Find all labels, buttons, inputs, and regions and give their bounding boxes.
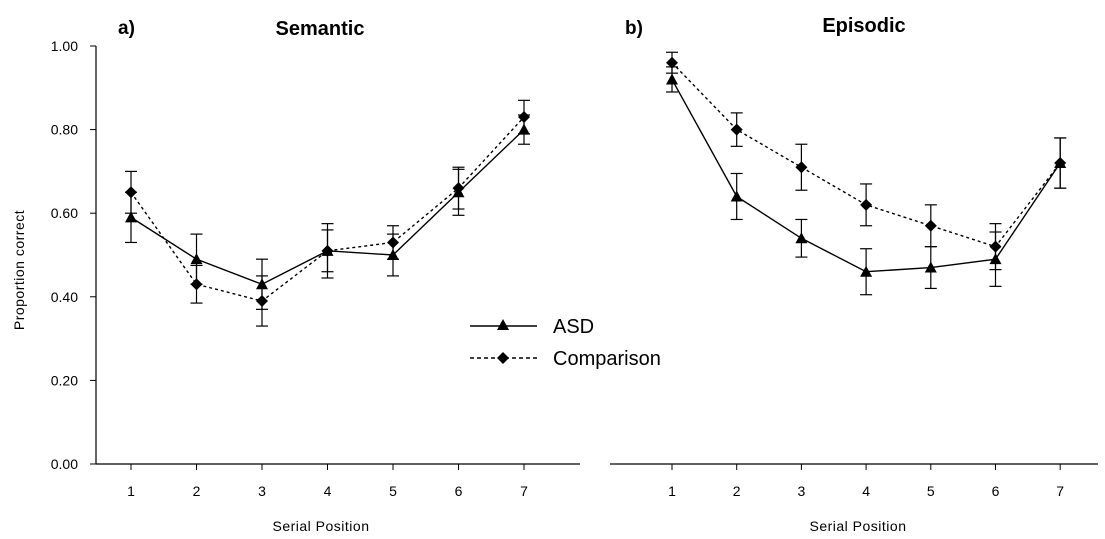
panel-b-x-tick-label: 6 [992, 483, 1000, 499]
panel-a-x-tick-label: 4 [324, 483, 332, 499]
panel-a-comparison-point-diamond-marker [125, 186, 137, 199]
y-axis-title: Proportion correct [11, 210, 27, 330]
panel-a-y-tick-label: 0.40 [51, 289, 78, 305]
panel-a-x-tick-label: 6 [455, 483, 463, 499]
panel-b-asd-point-triangle-marker [730, 190, 743, 202]
panel-a-y-tick-label: 0.60 [51, 205, 78, 221]
panel-a-letter: a) [118, 18, 135, 39]
panel-a-title: Semantic [276, 18, 365, 40]
legend-item-asd: ASD [470, 316, 594, 338]
panel-b-asd-point-triangle-marker [666, 73, 678, 85]
panel-a-x-tick-label: 2 [193, 483, 201, 499]
panel-a-comparison-point-diamond-marker [452, 182, 465, 195]
legend-asd-triangle-marker [497, 319, 509, 330]
panel-b-asd-point-triangle-marker [795, 232, 808, 244]
panel-b-x-tick-label: 2 [733, 483, 741, 499]
panel-a-comparison-point-diamond-marker [321, 244, 334, 257]
panel-a-x-axis-title: Serial Position [273, 518, 370, 534]
legend-asd-label: ASD [553, 316, 594, 338]
panel-b-comparison-point-diamond-marker [989, 240, 1002, 253]
panel-b-x-tick-label: 4 [862, 483, 870, 499]
panel-a-y-tick-label: 0.00 [51, 456, 78, 472]
panel-b-asd-series-line [671, 79, 1061, 273]
panel-b-asd-point-triangle-marker [924, 261, 937, 273]
panel-a-y-tick-label: 0.20 [51, 372, 78, 388]
panel-a-x-tick-label: 7 [520, 483, 528, 499]
panel-b-title: Episodic [822, 15, 905, 37]
panel-a-y-tick-label: 0.80 [51, 122, 78, 138]
panel-b-letter: b) [625, 18, 643, 39]
legend: ASD Comparison [470, 316, 661, 370]
panel-a-y-tick-label: 1.00 [51, 38, 78, 54]
legend-item-comparison: Comparison [470, 348, 661, 370]
panel-a-comparison-point-diamond-marker [518, 111, 530, 124]
panel-b-asd-point-triangle-marker [860, 265, 873, 277]
panel-a-asd-point-triangle-marker [125, 211, 137, 223]
panel-b-x-tick-label: 1 [668, 483, 676, 499]
panel-b-comparison-point-diamond-marker [1054, 157, 1067, 170]
panel-a-asd-point-triangle-marker [190, 253, 203, 265]
panel-a-comparison-point-diamond-marker [387, 236, 399, 249]
panel-a-x-tick-label: 3 [258, 483, 266, 499]
panel-a-x-tick-label: 1 [127, 483, 135, 499]
panel-b-comparison-point-diamond-marker [666, 56, 678, 69]
panel-b-comparison-point-diamond-marker [795, 161, 808, 174]
panel-b-comparison-point-diamond-marker [730, 123, 743, 136]
legend-comparison-label: Comparison [553, 348, 661, 370]
panel-b-x-axis-title: Serial Position [810, 518, 907, 534]
panel-a-comparison-point-diamond-marker [256, 294, 268, 307]
legend-comparison-diamond-marker [497, 352, 509, 364]
panel-b-comparison-point-diamond-marker [860, 198, 873, 211]
panel-b-comparison-point-diamond-marker [924, 219, 937, 232]
panel-a-comparison-point-diamond-marker [190, 278, 203, 291]
panel-b-x-tick-label: 3 [798, 483, 806, 499]
panel-a-plot-area: 1 2 3 4 5 6 7 0.00 0.20 0.40 0.60 0.80 1.00 [51, 38, 580, 499]
panel-b-x-tick-label: 5 [927, 483, 935, 499]
panel-b-plot-area: 1 2 3 4 5 6 7 [610, 51, 1098, 499]
panel-a-x-tick-label: 5 [389, 483, 397, 499]
panel-b-x-tick-label: 7 [1056, 483, 1064, 499]
